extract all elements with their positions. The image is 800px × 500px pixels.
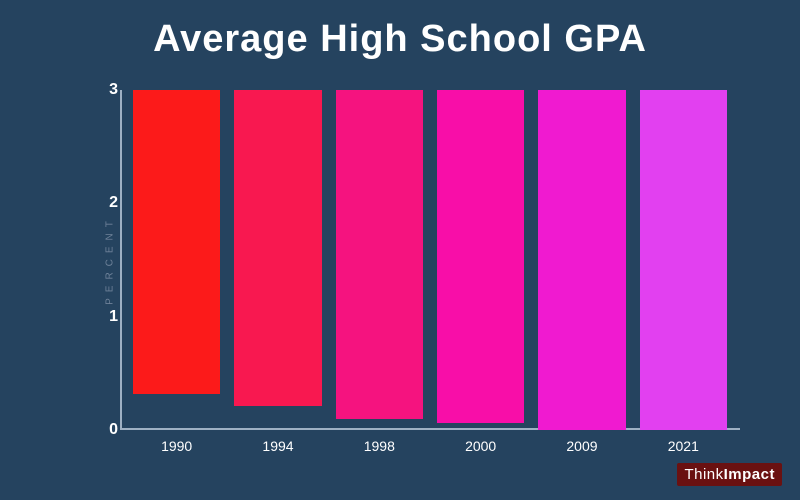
x-axis-label: 1990: [161, 438, 192, 454]
bar-slot: 1998: [329, 90, 430, 430]
bars-container: 1990 1994 1998 2000 2009 2021: [120, 90, 740, 430]
y-tick: 2: [90, 194, 118, 212]
logo-word-1: Think: [684, 466, 723, 483]
y-tick: 3: [90, 81, 118, 99]
x-axis-label: 1994: [262, 438, 293, 454]
x-axis-label: 2009: [566, 438, 597, 454]
bar: [437, 90, 524, 423]
bar-chart: PERCENT 0 1 2 3 1990 1994 1998: [120, 90, 740, 430]
y-tick: 1: [90, 308, 118, 326]
bar-slot: 2009: [531, 90, 632, 430]
chart-canvas: Average High School GPA PERCENT 0 1 2 3 …: [0, 0, 800, 500]
bar: [640, 90, 727, 430]
x-axis-label: 2000: [465, 438, 496, 454]
bar: [234, 90, 321, 406]
bar: [538, 90, 625, 430]
bar-slot: 1994: [227, 90, 328, 430]
y-axis-ticks: 0 1 2 3: [90, 90, 118, 430]
bar-slot: 1990: [126, 90, 227, 430]
x-axis-label: 2021: [668, 438, 699, 454]
bar-slot: 2000: [430, 90, 531, 430]
y-tick: 0: [90, 421, 118, 439]
bar: [133, 90, 220, 394]
logo-word-2: Impact: [724, 466, 775, 483]
bar: [336, 90, 423, 419]
x-axis-label: 1998: [364, 438, 395, 454]
chart-title: Average High School GPA: [0, 18, 800, 61]
thinkimpact-logo: ThinkImpact: [677, 463, 782, 486]
bar-slot: 2021: [633, 90, 734, 430]
